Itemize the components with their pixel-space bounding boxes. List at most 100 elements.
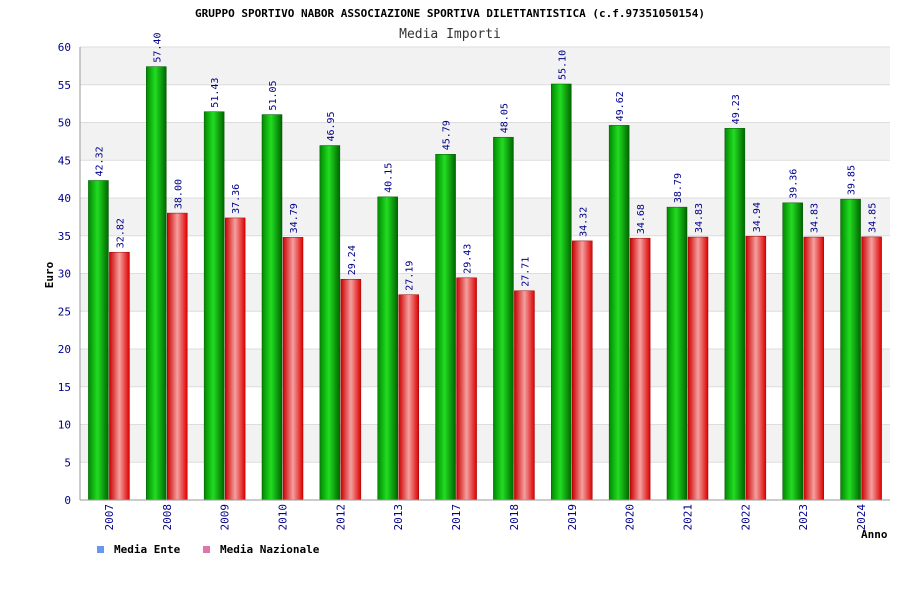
- bar: [782, 202, 803, 501]
- x-tick-label: 2023: [797, 504, 810, 531]
- bar: [398, 294, 419, 501]
- bar: [840, 198, 861, 501]
- bar: [377, 196, 398, 501]
- bar: [456, 277, 477, 501]
- bar: [572, 240, 593, 501]
- bar: [493, 136, 514, 501]
- value-label: 42.32: [94, 146, 105, 176]
- x-axis-ticks: 2007 2008 2009 2010 2012 2013 2017 2018 2019 2020…: [103, 504, 868, 531]
- bar: [261, 114, 283, 501]
- plot-band: [80, 160, 890, 198]
- bar: [629, 237, 651, 501]
- bar: [514, 290, 535, 501]
- legend-label-media-nazionale: Media Nazionale: [220, 543, 320, 556]
- bar: [435, 154, 456, 501]
- x-tick-label: 2019: [566, 504, 579, 531]
- bar: [861, 236, 882, 501]
- value-label: 48.05: [499, 103, 510, 133]
- x-tick-label: 2017: [450, 504, 463, 531]
- value-label: 37.36: [231, 184, 242, 214]
- y-tick-label: 30: [58, 268, 71, 281]
- value-label: 45.79: [442, 120, 453, 150]
- bar: [724, 128, 746, 501]
- value-label: 34.68: [636, 204, 647, 234]
- bar: [319, 145, 341, 501]
- value-label: 34.94: [752, 202, 763, 232]
- plot-band: [80, 424, 890, 463]
- value-label: 46.95: [326, 111, 337, 141]
- legend-label-media-ente: Media Ente: [114, 543, 181, 556]
- y-tick-label: 25: [58, 305, 71, 318]
- x-tick-label: 2020: [624, 504, 637, 531]
- value-label: 55.10: [557, 50, 568, 80]
- y-tick-label: 15: [58, 381, 71, 394]
- plot-band: [80, 84, 890, 123]
- y-tick-label: 10: [58, 419, 71, 432]
- value-label: 34.85: [868, 203, 879, 233]
- bar: [146, 66, 167, 501]
- bar: [88, 180, 109, 501]
- x-tick-label: 2008: [161, 504, 174, 531]
- x-tick-label: 2022: [739, 504, 752, 531]
- value-label: 27.19: [405, 261, 416, 291]
- value-labels: 42.32 32.82 57.40 38.00 51.43 37.36 51.05 34.79…: [94, 33, 878, 291]
- value-label: 39.36: [789, 169, 800, 199]
- legend-swatch-media-ente: [97, 546, 104, 553]
- bar: [608, 125, 630, 501]
- y-axis-label: Euro: [43, 261, 56, 288]
- value-label: 34.83: [694, 203, 705, 233]
- value-label: 34.32: [578, 207, 589, 237]
- value-label: 32.82: [115, 218, 126, 248]
- x-tick-label: 2024: [855, 504, 868, 531]
- value-label: 49.62: [615, 91, 626, 121]
- y-tick-label: 35: [58, 230, 71, 243]
- plot-band: [80, 235, 890, 274]
- plot-band: [80, 462, 890, 500]
- bar: [340, 278, 362, 501]
- bar: [666, 206, 688, 501]
- plot-band: [80, 122, 890, 161]
- x-tick-label: 2007: [103, 504, 116, 531]
- value-label: 51.05: [268, 80, 279, 110]
- y-tick-label: 5: [64, 456, 71, 469]
- y-tick-label: 20: [58, 343, 71, 356]
- legend: Media Ente Media Nazionale: [97, 543, 320, 556]
- bar: [167, 212, 188, 501]
- bar: [109, 251, 130, 501]
- value-label: 27.71: [520, 257, 531, 287]
- value-label: 38.00: [173, 179, 184, 209]
- x-tick-label: 2010: [277, 504, 290, 531]
- value-label: 57.40: [152, 33, 163, 63]
- bar: [224, 217, 246, 501]
- x-tick-label: 2009: [219, 504, 232, 531]
- y-tick-label: 55: [58, 79, 71, 92]
- value-label: 39.85: [847, 165, 858, 195]
- y-axis-ticks: 0 5 10 15 20 25 30 35 40 45 50 55 60: [58, 41, 71, 507]
- y-tick-label: 60: [58, 41, 71, 54]
- plot-band: [80, 47, 890, 85]
- bar: [745, 235, 767, 501]
- value-label: 38.79: [673, 173, 684, 203]
- chart-subtitle: Media Importi: [399, 27, 501, 42]
- x-tick-label: 2012: [334, 504, 347, 531]
- x-axis-label: Anno: [861, 528, 888, 541]
- value-label: 51.43: [210, 78, 221, 108]
- bar: [551, 83, 572, 501]
- plot-band: [80, 198, 890, 236]
- plot-band: [80, 311, 890, 349]
- plot-band: [80, 273, 890, 312]
- y-tick-label: 40: [58, 192, 71, 205]
- x-tick-label: 2021: [682, 504, 695, 531]
- bar: [203, 111, 225, 501]
- legend-swatch-media-nazionale: [203, 546, 210, 553]
- chart-title: GRUPPO SPORTIVO NABOR ASSOCIAZIONE SPORT…: [195, 7, 705, 20]
- value-label: 34.83: [810, 203, 821, 233]
- x-tick-label: 2018: [508, 504, 521, 531]
- bar: [687, 236, 709, 501]
- x-tick-label: 2013: [392, 504, 405, 531]
- bar: [282, 237, 304, 501]
- value-label: 29.24: [347, 245, 358, 275]
- value-label: 34.79: [289, 203, 300, 233]
- y-tick-label: 0: [64, 494, 71, 507]
